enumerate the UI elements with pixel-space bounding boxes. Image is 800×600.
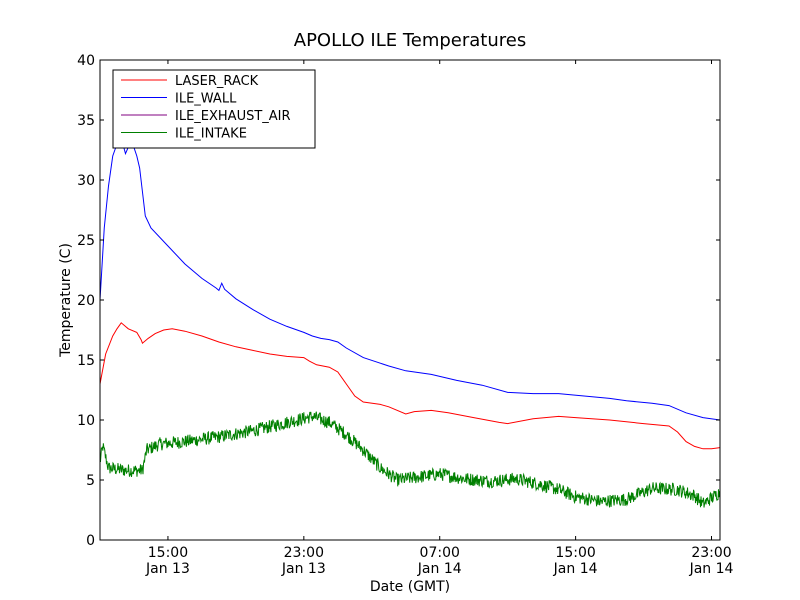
x-tick-label-date: Jan 14: [553, 561, 598, 577]
x-tick-label-time: 07:00: [420, 545, 460, 561]
legend-label: LASER_RACK: [175, 74, 259, 89]
x-tick-label-time: 15:00: [148, 545, 188, 561]
legend-box: [112, 69, 316, 149]
x-axis-label: Date (GMT): [370, 579, 450, 595]
x-tick-label-date: Jan 13: [145, 561, 190, 577]
y-axis-label: Temperature (C): [58, 243, 74, 358]
y-tick-label: 40: [77, 53, 95, 69]
y-tick-label: 25: [77, 233, 95, 249]
y-tick-label: 35: [77, 113, 95, 129]
y-tick-label: 10: [77, 413, 95, 429]
x-tick-label-time: 23:00: [691, 545, 731, 561]
y-tick-label: 15: [77, 353, 95, 369]
x-tick-label-time: 15:00: [555, 545, 595, 561]
x-tick-label-date: Jan 14: [417, 561, 462, 577]
legend-label: ILE_EXHAUST_AIR: [175, 109, 291, 124]
x-tick-label-time: 23:00: [284, 545, 324, 561]
series-line-laser-rack: [99, 322, 721, 450]
legend-label: ILE_INTAKE: [175, 127, 247, 142]
series-line-ile-intake: [99, 411, 721, 508]
y-tick-label: 5: [86, 473, 95, 489]
y-tick-label: 20: [77, 293, 95, 309]
x-tick-label-date: Jan 14: [689, 561, 734, 577]
y-axis: 0 5 10 15 20 25 30 35 40: [77, 53, 720, 549]
y-tick-label: 30: [77, 173, 95, 189]
y-tick-label: 0: [86, 533, 95, 549]
legend-label: ILE_WALL: [175, 92, 237, 107]
legend: LASER_RACK ILE_WALL ILE_EXHAUST_AIR ILE_INT…: [112, 69, 316, 149]
chart-title: APOLLO ILE Temperatures: [294, 30, 526, 51]
x-tick-label-date: Jan 13: [281, 561, 326, 577]
